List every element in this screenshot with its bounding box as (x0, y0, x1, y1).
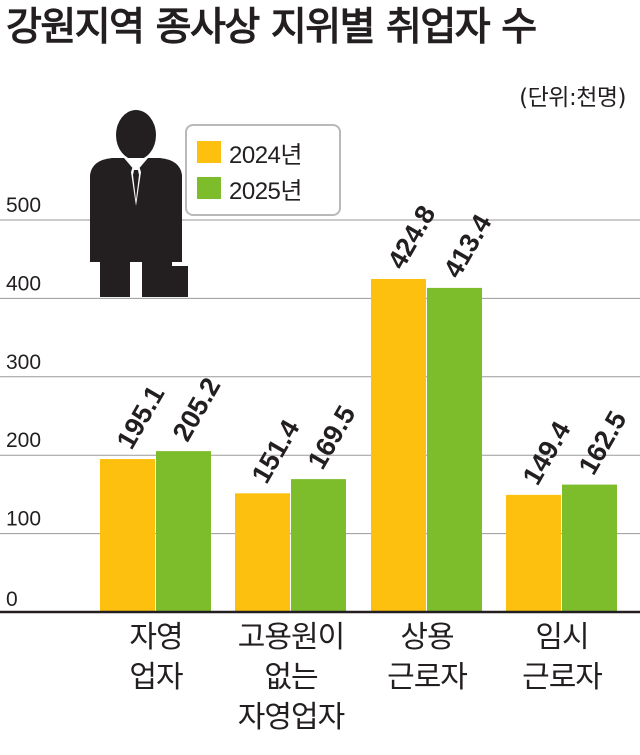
y-tick-label: 100 (6, 508, 41, 531)
x-category-line: 업자 (129, 660, 183, 695)
bar-2025년-0 (156, 451, 211, 612)
bar-2024년-0 (100, 459, 155, 612)
bar-2024년-1 (235, 493, 290, 612)
unit-label: (단위:천명) (519, 85, 626, 111)
y-tick-label: 500 (6, 194, 41, 217)
x-category-line: 자영업자 (237, 700, 345, 735)
data-label: 162.5 (573, 406, 633, 480)
data-label: 151.4 (246, 415, 306, 489)
x-category-line: 근로자 (522, 660, 603, 695)
data-label: 424.8 (382, 200, 442, 274)
y-tick-label: 400 (6, 272, 41, 295)
legend-swatch-2024 (197, 141, 221, 163)
data-label: 169.5 (302, 401, 362, 475)
y-tick-label: 300 (6, 351, 41, 374)
data-label: 205.2 (167, 373, 227, 447)
bar-2025년-1 (291, 479, 346, 612)
legend-item-2024: 2024년 (197, 138, 302, 169)
x-category-line: 상용 (400, 620, 454, 655)
legend-label-2024: 2024년 (229, 141, 302, 169)
x-category-line: 임시 (535, 620, 589, 655)
x-category-line: 고용원이 (237, 620, 345, 655)
legend: 2024년 2025년 (185, 124, 341, 216)
data-label: 149.4 (517, 416, 577, 490)
bar-2024년-3 (506, 494, 561, 612)
businessman-icon (90, 110, 188, 297)
legend-item-2025: 2025년 (197, 174, 302, 205)
data-label: 195.1 (111, 381, 171, 455)
x-category-line: 근로자 (387, 660, 468, 695)
y-tick-label: 200 (6, 429, 41, 452)
bar-2024년-2 (371, 278, 426, 612)
chart-title: 강원지역 종사상 지위별 취업자 수 (6, 5, 537, 50)
bar-2025년-3 (562, 484, 617, 612)
legend-swatch-2025 (197, 177, 221, 199)
legend-label-2025: 2025년 (229, 177, 302, 205)
y-tick-label: 0 (6, 588, 18, 611)
x-category-line: 없는 (264, 660, 318, 695)
bar-2025년-2 (427, 287, 482, 612)
x-category-line: 자영 (129, 620, 183, 655)
